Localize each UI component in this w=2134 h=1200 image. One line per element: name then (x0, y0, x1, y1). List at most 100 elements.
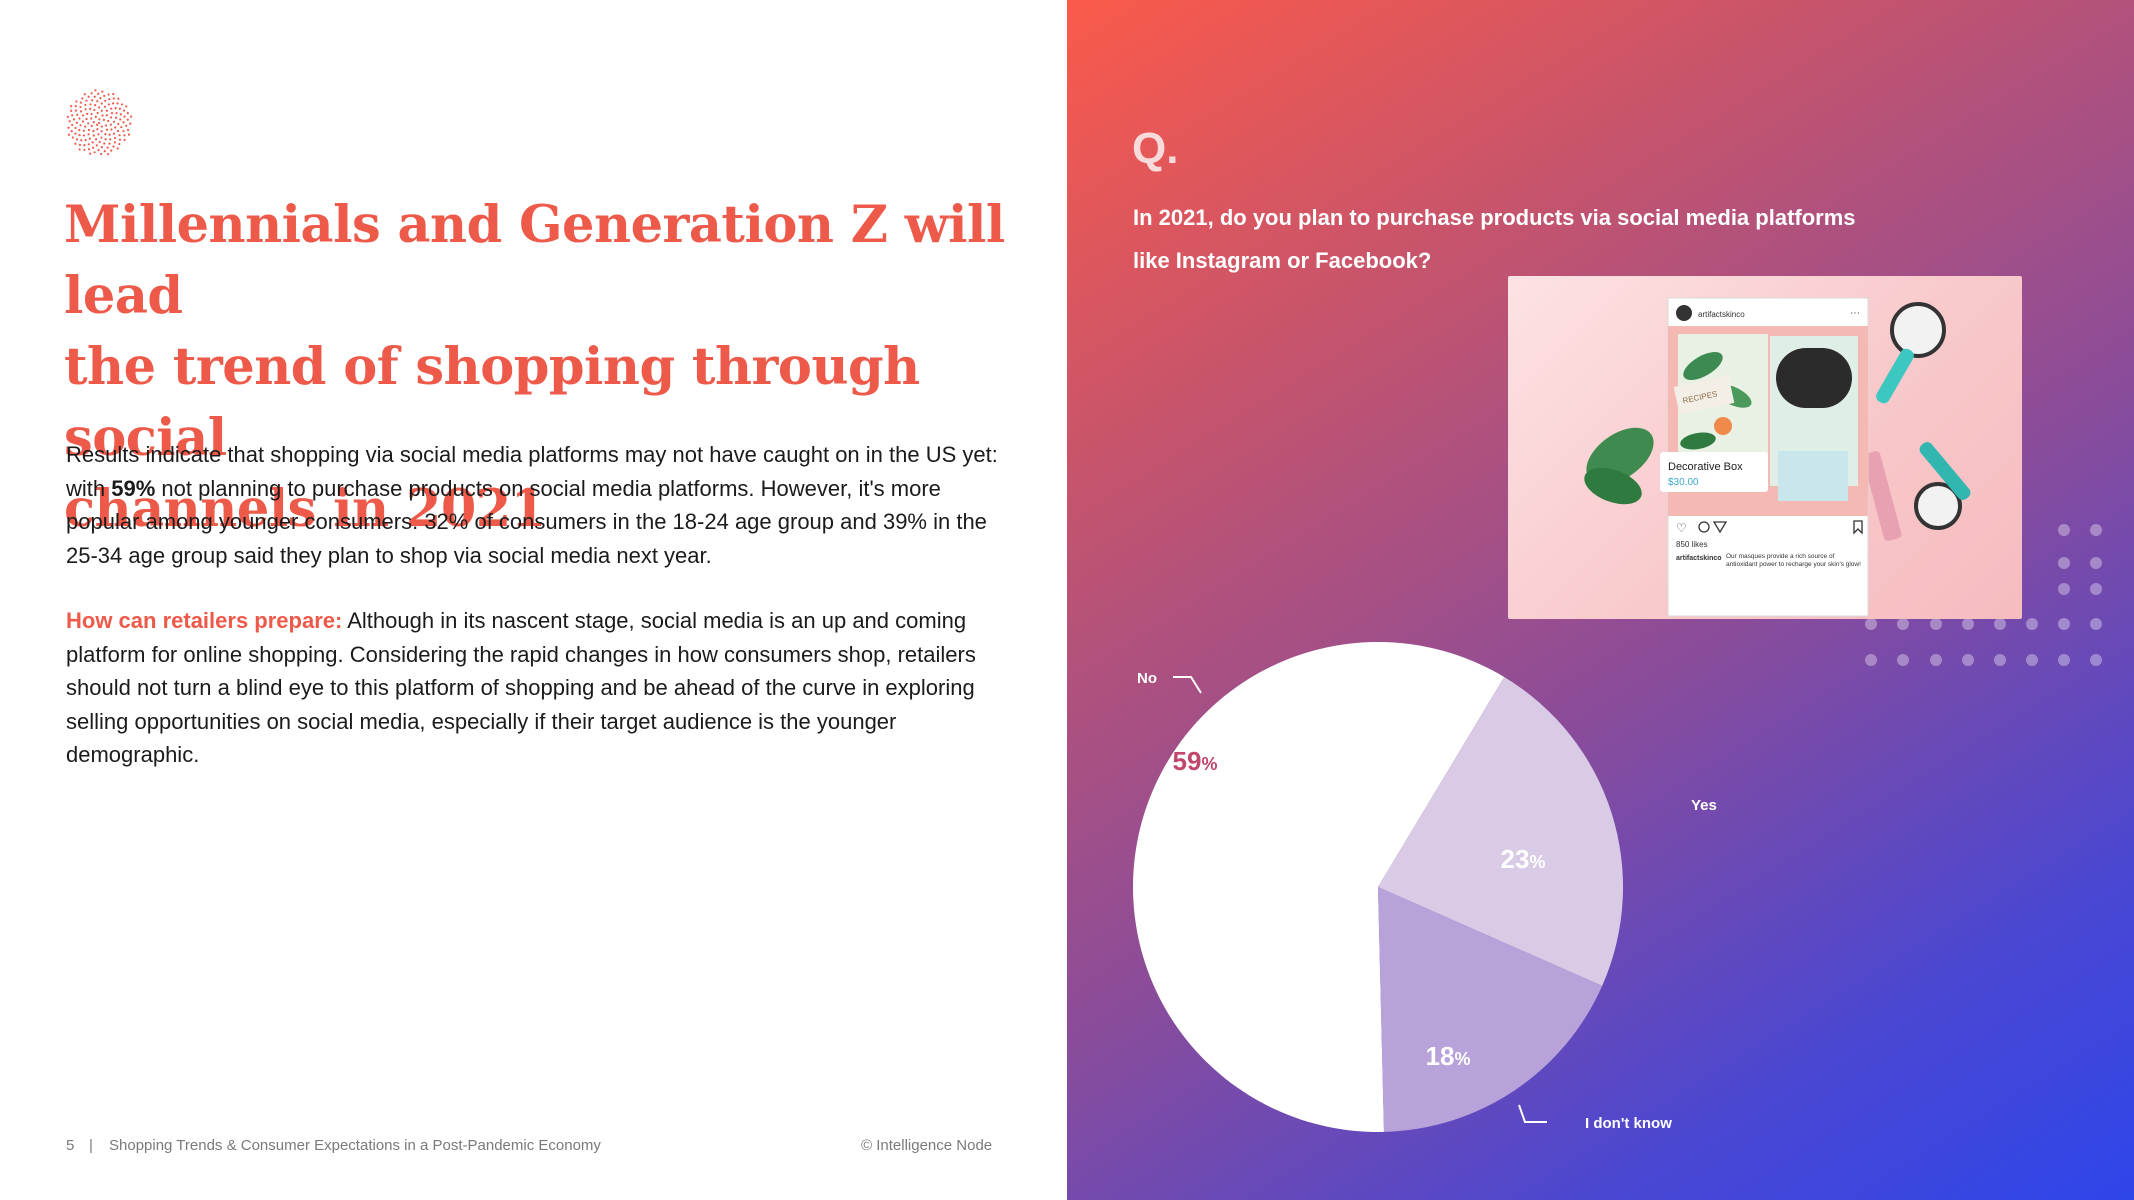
logo-dot (119, 118, 122, 121)
instagram-post-illustration: artifactskinco ⋯ RECIPES Decorative Box … (1584, 297, 1971, 617)
logo-dot (107, 93, 110, 96)
svg-text:⋯: ⋯ (1850, 308, 1860, 319)
post-account: artifactskinco (1698, 310, 1745, 319)
logo-dot (107, 153, 110, 156)
dot-sphere-logo (66, 89, 133, 156)
logo-dot (117, 97, 120, 100)
logo-dot (104, 124, 108, 127)
logo-dot (78, 117, 81, 120)
logo-dot (116, 129, 120, 133)
logo-dot (80, 139, 83, 142)
results-text-c: not planning to purchase products on soc… (66, 475, 987, 568)
logo-dot (113, 141, 116, 144)
logo-dot (68, 120, 71, 123)
logo-dot (90, 124, 93, 128)
logo-dot (89, 107, 92, 110)
logo-dot (98, 140, 101, 144)
logo-dot (123, 134, 126, 137)
left-panel: Millennials and Generation Z will lead t… (64, 89, 1006, 1154)
logo-dot (87, 122, 90, 125)
logo-dot (87, 95, 90, 98)
logo-dot (95, 123, 99, 126)
logo-dot (75, 100, 78, 103)
logo-dot (84, 108, 87, 111)
logo-dot (90, 92, 93, 95)
retailers-text: Although in its nascent stage, social me… (66, 608, 976, 767)
logo-dot (105, 109, 108, 112)
logo-dot (94, 115, 97, 118)
logo-dot (118, 138, 122, 141)
logo-dot (96, 100, 99, 103)
logo-dot (97, 133, 100, 136)
logo-dot (90, 112, 93, 116)
headline-line-1: Millennials and Generation Z will lead (64, 195, 1005, 326)
logo-dot (91, 99, 94, 102)
logo-dot (122, 129, 125, 133)
results-text-a: Results indicate that shopping via socia… (66, 442, 998, 501)
decorative-dot (1865, 654, 1877, 666)
decorative-dot (2090, 618, 2102, 630)
footer-copyright: © Intelligence Node (861, 1137, 993, 1154)
logo-dot (103, 150, 106, 153)
logo-dot (110, 149, 113, 152)
logo-dot (81, 120, 85, 123)
logo-dot (89, 152, 92, 155)
logo-dot (129, 115, 133, 118)
decorative-dot (1897, 654, 1909, 666)
logo-dot (122, 121, 125, 124)
pie-slice-no (1133, 641, 1505, 1132)
logo-dot (127, 133, 131, 136)
logo-dot (75, 121, 78, 124)
logo-dot (78, 148, 81, 151)
logo-dot (88, 137, 91, 140)
headline-line-3: channels in 2021 (64, 479, 546, 539)
decorative-dot (2058, 557, 2070, 569)
logo-dot (94, 104, 97, 107)
decorative-dot (1930, 654, 1942, 666)
pie-leader-lines (1173, 676, 1547, 1123)
logo-dot (118, 142, 121, 146)
logo-dot (92, 146, 95, 149)
logo-dot (112, 132, 116, 135)
right-panel: Q. In 2021, do you plan to purchase prod… (1067, 0, 2134, 1200)
logo-dot (92, 129, 95, 133)
logo-dot (104, 99, 107, 102)
logo-dot (66, 115, 69, 118)
logo-dot (93, 151, 96, 154)
decorative-dot (2058, 654, 2070, 666)
logo-dot (126, 112, 129, 115)
logo-dot (79, 105, 82, 109)
logo-dot (106, 146, 109, 149)
logo-dot (83, 144, 86, 147)
logo-dot (82, 129, 85, 132)
logo-dot (85, 99, 88, 102)
decorative-dot (1962, 654, 1974, 666)
logo-dot (74, 104, 77, 108)
retailers-label: How can retailers prepare: (66, 608, 343, 633)
logo-dot (72, 118, 76, 121)
logo-dot (100, 146, 103, 149)
logo-dot (97, 121, 101, 125)
headline-line-2: the trend of shopping through social (64, 337, 920, 468)
leader-no (1173, 676, 1202, 694)
share-icon (1712, 521, 1728, 534)
comment-icon (1698, 521, 1710, 533)
post-likes: 850 likes (1676, 540, 1708, 549)
logo-dot (123, 115, 126, 118)
decorative-dot (1865, 618, 1877, 630)
logo-dot (112, 145, 115, 148)
decorative-dot (1930, 618, 1942, 630)
logo-dot (115, 111, 118, 115)
logo-dot (70, 130, 73, 133)
survey-question: In 2021, do you plan to purchase product… (1133, 205, 1856, 273)
decorative-dot (2058, 524, 2070, 536)
logo-dot (101, 90, 104, 93)
logo-dot (84, 138, 87, 142)
pie-value-label: 18% (1426, 1041, 1471, 1071)
logo-dot (94, 138, 98, 141)
logo-dot (108, 133, 111, 136)
logo-dot (107, 103, 110, 106)
caption-text: Our masques provide a rich source of ant… (1726, 553, 1861, 568)
logo-dot (71, 114, 74, 117)
logo-dot (93, 95, 96, 98)
